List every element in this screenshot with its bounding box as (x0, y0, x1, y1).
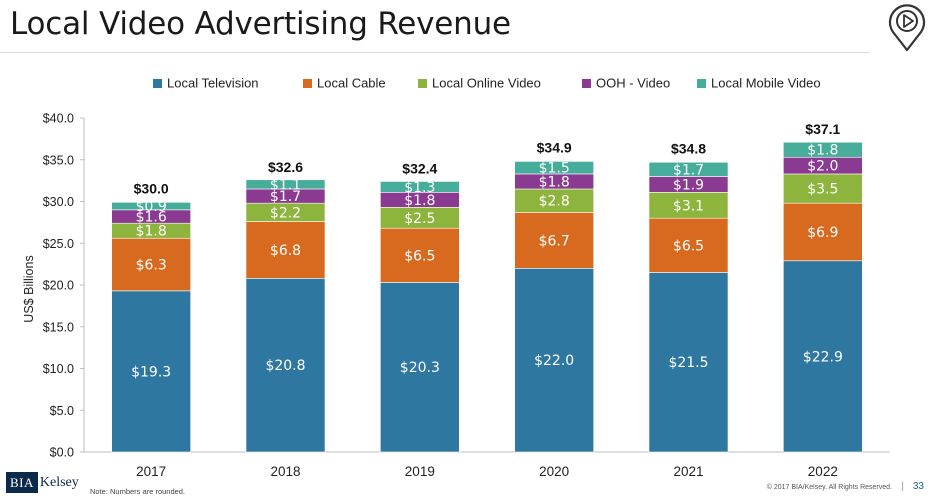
total-label: $34.8 (671, 140, 706, 156)
data-label: $1.7 (673, 162, 704, 178)
total-label: $32.4 (402, 160, 437, 176)
legend-swatch (153, 79, 162, 88)
data-label: $3.1 (673, 198, 704, 214)
data-label: $3.5 (807, 182, 838, 198)
bar-segment (380, 282, 460, 453)
data-label: $6.9 (807, 225, 838, 241)
bar-segment (380, 181, 460, 193)
x-tick-label: 2019 (405, 464, 435, 479)
bar-segment (783, 202, 863, 262)
y-tick-label: $15.0 (43, 320, 74, 334)
data-label: $1.8 (539, 174, 570, 190)
data-label: $6.7 (539, 233, 570, 249)
y-tick-label: $5.0 (50, 404, 74, 418)
data-label: $6.5 (404, 248, 435, 264)
legend-swatch (697, 79, 706, 88)
data-label: $1.6 (136, 210, 167, 226)
data-label: $1.8 (404, 193, 435, 209)
x-tick-label: 2018 (270, 464, 300, 479)
bar-segment (648, 161, 729, 177)
data-label: $1.5 (539, 161, 570, 177)
data-label: $6.3 (136, 258, 167, 274)
footnote: Note: Numbers are rounded. (90, 487, 186, 496)
data-label: $1.3 (404, 180, 435, 196)
legend-label: OOH - Video (596, 76, 670, 91)
data-label: $1.8 (807, 143, 838, 159)
data-label: $19.3 (131, 364, 171, 380)
data-label: $22.0 (534, 353, 574, 369)
bar-segment (648, 192, 729, 219)
legend-swatch (303, 79, 312, 88)
data-label: $1.1 (270, 177, 301, 193)
bar-segment (648, 272, 729, 453)
bar-segment (245, 179, 326, 190)
x-tick-label: 2017 (136, 464, 166, 479)
bia-kelsey-logo: BIA Kelsey (6, 472, 79, 493)
y-tick-label: $35.0 (43, 153, 74, 167)
data-label: $6.5 (673, 238, 704, 254)
data-label: $6.8 (270, 243, 301, 259)
bar-segment (783, 173, 863, 204)
bar-segment (514, 161, 594, 175)
page-number: 33 (912, 481, 924, 492)
legend-label: Local Mobile Video (711, 76, 821, 91)
total-label: $32.6 (268, 159, 303, 175)
page-title: Local Video Advertising Revenue (10, 6, 511, 42)
logo-bia: BIA (6, 472, 38, 493)
legend-label: Local Cable (317, 76, 386, 91)
data-label: $1.9 (673, 177, 704, 193)
x-tick-label: 2021 (673, 464, 703, 479)
y-tick-label: $10.0 (43, 362, 74, 376)
bar-segment (111, 237, 191, 292)
legend-label: Local Television (167, 76, 259, 91)
y-axis-title: US$ Billions (22, 255, 36, 322)
y-tick-label: $0.0 (50, 446, 74, 460)
bar-segment (245, 221, 326, 279)
y-tick-label: $30.0 (43, 195, 74, 209)
bar-segment (783, 141, 863, 158)
data-label: $22.9 (803, 349, 843, 365)
data-label: $1.8 (136, 224, 167, 240)
data-label: $2.0 (807, 159, 838, 175)
legend-label: Local Online Video (432, 76, 541, 91)
legend-swatch (582, 79, 591, 88)
data-label: $1.7 (270, 189, 301, 205)
y-tick-label: $20.0 (43, 279, 74, 293)
bar-segment (111, 202, 191, 211)
x-tick-label: 2020 (539, 464, 569, 479)
total-label: $37.1 (805, 121, 840, 137)
total-label: $34.9 (537, 140, 572, 156)
data-label: $20.8 (265, 358, 305, 374)
title-divider (0, 52, 870, 53)
total-label: $30.0 (134, 181, 169, 197)
data-label: $20.3 (400, 360, 440, 376)
data-label: $21.5 (668, 355, 708, 371)
data-label: $2.5 (404, 211, 435, 227)
bar-segment (783, 260, 863, 453)
logo-kelsey: Kelsey (39, 474, 79, 490)
bar-segment (111, 290, 191, 453)
legend-swatch (418, 79, 427, 88)
bar-segment (380, 227, 460, 283)
stacked-bar-chart: Local Television Local Cable Local Online … (22, 76, 890, 479)
play-pin-icon (888, 4, 926, 52)
x-tick-label: 2022 (808, 464, 838, 479)
y-tick-label: $40.0 (43, 112, 74, 126)
copyright: © 2017 BIA/Kelsey. All Rights Reserved. (766, 484, 892, 491)
y-tick-label: $25.0 (43, 237, 74, 251)
footer-separator: | (901, 481, 904, 492)
bar-segment (245, 278, 326, 453)
data-label: $0.9 (136, 199, 167, 215)
bar-segment (648, 217, 729, 273)
bar-segment (514, 212, 594, 269)
data-label: $2.2 (270, 205, 301, 221)
data-label: $2.8 (539, 194, 570, 210)
bar-segment (514, 268, 594, 453)
